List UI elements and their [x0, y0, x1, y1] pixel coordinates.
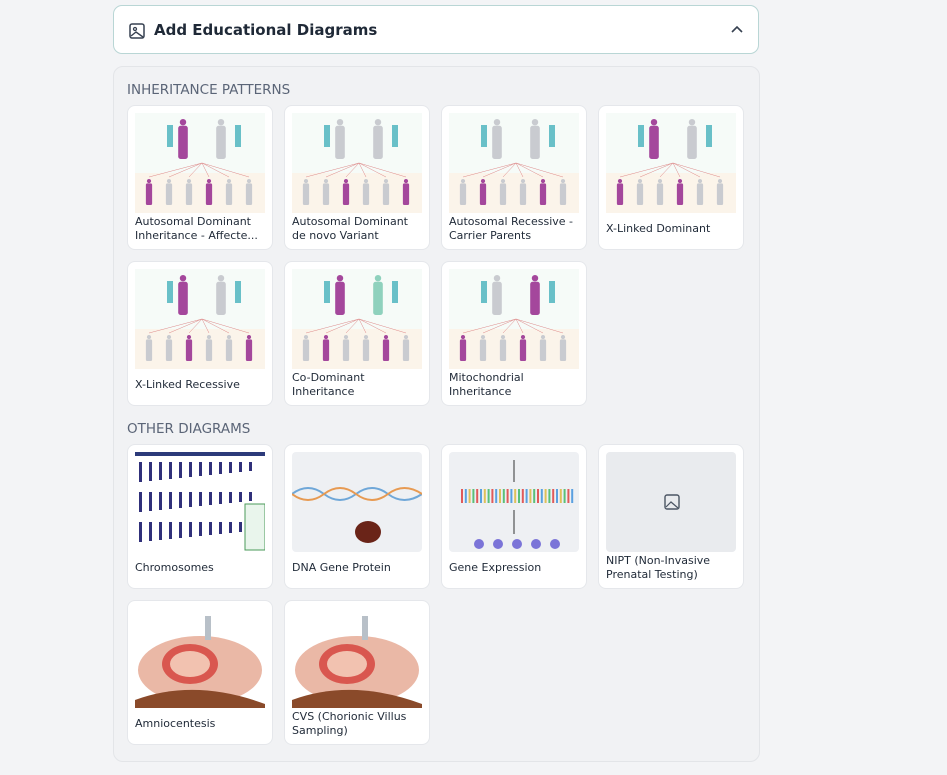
image-icon: [129, 23, 145, 39]
diagram-thumbnail: [292, 452, 422, 552]
diagram-panel: INHERITANCE PATTERNS Autosomal Dominant I…: [113, 66, 760, 762]
diagram-thumbnail: [449, 269, 579, 369]
diagram-thumbnail: [606, 113, 736, 213]
diagram-thumbnail: [135, 608, 265, 708]
diagram-thumbnail: [135, 452, 265, 552]
diagram-label: DNA Gene Protein: [292, 561, 391, 574]
diagram-card[interactable]: DNA Gene Protein: [284, 444, 430, 589]
diagram-card[interactable]: X-Linked Dominant: [598, 105, 744, 250]
diagram-thumbnail: [449, 113, 579, 213]
diagram-label: Amniocentesis: [135, 717, 216, 730]
diagram-thumbnail: [606, 452, 736, 552]
diagram-label: X-Linked Recessive: [135, 378, 240, 391]
header-title: Add Educational Diagrams: [154, 21, 378, 39]
diagram-card[interactable]: Gene Expression: [441, 444, 587, 589]
diagram-card[interactable]: NIPT (Non-Invasive Prenatal Testing): [598, 444, 744, 589]
diagram-thumbnail: [292, 113, 422, 213]
diagram-card[interactable]: CVS (Chorionic Villus Sampling): [284, 600, 430, 745]
section-title: OTHER DIAGRAMS: [127, 421, 251, 437]
diagram-thumbnail: [292, 608, 422, 708]
diagram-label: X-Linked Dominant: [606, 222, 711, 235]
diagram-label: Chromosomes: [135, 561, 214, 574]
accordion-header[interactable]: Add Educational Diagrams: [113, 5, 759, 54]
diagram-card[interactable]: Autosomal Recessive - Carrier Parents: [441, 105, 587, 250]
diagram-thumbnail: [449, 452, 579, 552]
diagram-card[interactable]: Autosomal Dominant Inheritance - Affecte…: [127, 105, 273, 250]
collapse-chevron[interactable]: [730, 24, 744, 34]
diagram-label: NIPT (Non-Invasive Prenatal Testing): [606, 554, 711, 581]
diagram-label: Gene Expression: [449, 561, 542, 574]
diagram-card[interactable]: X-Linked Recessive: [127, 261, 273, 406]
section-title: INHERITANCE PATTERNS: [127, 82, 291, 98]
diagram-label: Co-Dominant Inheritance: [292, 371, 365, 398]
diagram-card[interactable]: Autosomal Dominant de novo Variant: [284, 105, 430, 250]
diagram-thumbnail: [135, 269, 265, 369]
diagram-thumbnail: [135, 113, 265, 213]
diagram-grid: Chromosomes DNA Gene Protein Gene Expressi…: [127, 444, 746, 745]
diagram-card[interactable]: Chromosomes: [127, 444, 273, 589]
diagram-card[interactable]: Co-Dominant Inheritance: [284, 261, 430, 406]
diagram-grid: Autosomal Dominant Inheritance - Affecte…: [127, 105, 746, 406]
diagram-label: Autosomal Dominant de novo Variant: [292, 215, 408, 242]
diagram-thumbnail: [292, 269, 422, 369]
diagram-card[interactable]: Amniocentesis: [127, 600, 273, 745]
diagram-label: Autosomal Dominant Inheritance - Affecte…: [135, 215, 258, 242]
diagram-label: Mitochondrial Inheritance: [449, 371, 524, 398]
diagram-card[interactable]: Mitochondrial Inheritance: [441, 261, 587, 406]
diagram-label: Autosomal Recessive - Carrier Parents: [449, 215, 574, 242]
diagram-label: CVS (Chorionic Villus Sampling): [292, 710, 407, 737]
